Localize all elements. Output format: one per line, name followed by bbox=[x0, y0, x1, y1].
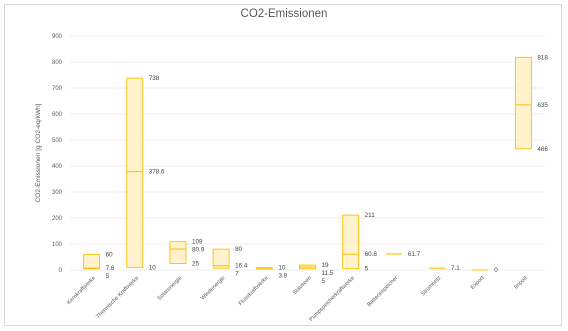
y-tick-label: 700 bbox=[52, 86, 63, 92]
range-bar bbox=[83, 253, 101, 270]
x-category-label: Thermische Kraftwerke bbox=[95, 275, 140, 320]
y-tick-label: 300 bbox=[52, 190, 63, 196]
y-tick-label: 400 bbox=[52, 164, 63, 170]
data-label: 5 bbox=[106, 273, 110, 280]
x-category-label: Windenergie bbox=[200, 275, 226, 301]
data-label: 11.5 bbox=[322, 270, 334, 277]
y-axis-label: CO2-Emissionen [g CO2-eq/kWh] bbox=[35, 103, 42, 202]
y-axis-ticks: 0 100 200 300 400 500 600 700 800 900 bbox=[52, 34, 63, 274]
y-tick-label: 800 bbox=[52, 60, 63, 66]
x-category-label: Import bbox=[513, 275, 529, 291]
data-label: 19 bbox=[322, 262, 330, 269]
data-label: 5 bbox=[365, 266, 369, 273]
y-tick-label: 600 bbox=[52, 112, 63, 118]
data-label: 635 bbox=[537, 102, 548, 109]
data-label: 7.1 bbox=[451, 265, 460, 272]
chart-title: CO2-Emissionen bbox=[240, 8, 328, 20]
data-label: 3.8 bbox=[278, 272, 287, 279]
data-label: 25 bbox=[192, 261, 200, 268]
data-label: 5 bbox=[322, 278, 326, 285]
y-tick-label: 100 bbox=[52, 242, 63, 248]
data-label: 818 bbox=[537, 54, 548, 61]
bars bbox=[83, 56, 532, 271]
y-tick-label: 0 bbox=[59, 268, 63, 274]
data-label: 211 bbox=[365, 212, 376, 219]
data-label: 7 bbox=[235, 271, 239, 278]
y-tick-label: 200 bbox=[52, 216, 63, 222]
data-label: 378.6 bbox=[149, 169, 165, 176]
x-category-label: Flusskraftwerke bbox=[238, 275, 270, 307]
data-label: 466 bbox=[537, 146, 548, 153]
x-category-label: Export bbox=[470, 275, 486, 291]
range-bar bbox=[342, 214, 360, 270]
data-label: 109 bbox=[192, 239, 203, 246]
x-category-label: Solarenergie bbox=[157, 275, 184, 302]
data-label: 10 bbox=[278, 264, 286, 271]
gridlines bbox=[70, 35, 545, 271]
range-bar bbox=[169, 241, 187, 264]
range-bar bbox=[126, 77, 144, 268]
x-category-label: Stauseen bbox=[292, 275, 313, 296]
range-bar bbox=[212, 248, 230, 269]
range-bar bbox=[514, 56, 532, 150]
data-label: 60.8 bbox=[365, 251, 378, 258]
x-category-label: Kernkraftwerke bbox=[66, 275, 97, 306]
x-category-label: Pumpspeicherkraftwerke bbox=[308, 275, 356, 323]
data-label: 60 bbox=[106, 251, 114, 258]
data-label: 10 bbox=[149, 264, 157, 271]
chart-frame bbox=[4, 4, 562, 326]
x-category-label: Stromnetz bbox=[420, 275, 442, 297]
data-label: 16.4 bbox=[235, 263, 248, 270]
data-label: 0 bbox=[494, 267, 498, 274]
y-tick-label: 900 bbox=[52, 34, 63, 40]
data-label: 80 bbox=[235, 246, 243, 253]
data-labels: 607.65738378.61010980.9258016.47103.8191… bbox=[106, 54, 549, 285]
data-label: 738 bbox=[149, 75, 160, 82]
y-tick-label: 500 bbox=[52, 138, 63, 144]
data-label: 80.9 bbox=[192, 247, 205, 254]
data-label: 61.7 bbox=[408, 251, 421, 258]
x-category-label: Batteriespeicher bbox=[366, 275, 399, 308]
data-label: 7.6 bbox=[106, 265, 115, 272]
